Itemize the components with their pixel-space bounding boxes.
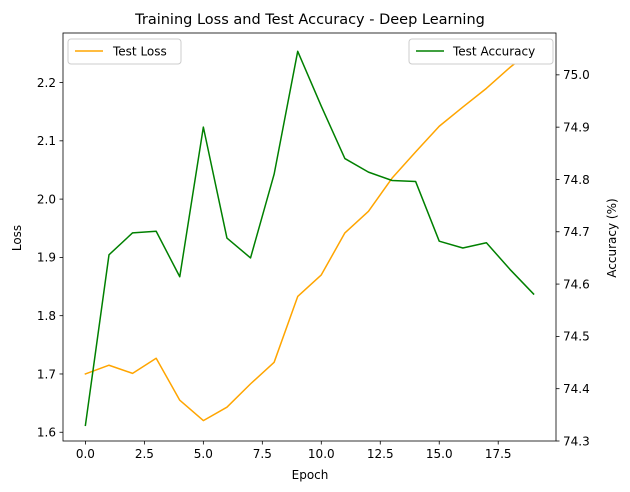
y-right-tick-label: 74.6 bbox=[563, 277, 590, 291]
plot-frame bbox=[62, 32, 557, 442]
x-tick-label: 0.0 bbox=[76, 447, 95, 461]
y-left-tick-label: 2.2 bbox=[37, 76, 56, 90]
y-left-tick-label: 1.8 bbox=[37, 309, 56, 323]
y-right-tick-label: 74.7 bbox=[563, 225, 590, 239]
x-tick-label: 12.5 bbox=[367, 447, 394, 461]
plot-area: 0.0 2.5 5.0 7.5 10.0 12.5 15.0 17.5 1.6 1.7 1.8 1.9… bbox=[37, 32, 590, 461]
series-line-test-loss bbox=[84, 47, 535, 422]
y-right-tick-label: 74.8 bbox=[563, 173, 590, 187]
y-right-tick-label: 74.3 bbox=[563, 434, 590, 448]
x-axis-title: Epoch bbox=[292, 468, 329, 482]
y-left-tick-label: 1.7 bbox=[37, 367, 56, 381]
series-line-test-accuracy bbox=[84, 50, 535, 427]
x-tick-label: 2.5 bbox=[135, 447, 154, 461]
y-right-tick-label: 75.0 bbox=[563, 68, 590, 82]
y-left-tick-label: 2.0 bbox=[37, 192, 56, 206]
legend-test-accuracy: Test Accuracy bbox=[408, 38, 554, 65]
y-right-tick-label: 74.5 bbox=[563, 330, 590, 344]
x-tick-label: 7.5 bbox=[253, 447, 272, 461]
legend-test-loss: Test Loss bbox=[67, 38, 182, 65]
y-axis-left-title: Loss bbox=[10, 225, 24, 251]
x-tick-label: 10.0 bbox=[308, 447, 335, 461]
y-axis-right-title: Accuracy (%) bbox=[605, 198, 619, 277]
y-left-tick-label: 2.1 bbox=[37, 134, 56, 148]
x-tick-label: 15.0 bbox=[426, 447, 453, 461]
chart-title: Training Loss and Test Accuracy - Deep L… bbox=[134, 12, 485, 28]
legend-test-accuracy-label: Test Accuracy bbox=[452, 45, 535, 59]
legend-left-box bbox=[67, 38, 182, 65]
y-left-tick-label: 1.6 bbox=[37, 426, 56, 440]
y-right-tick-label: 74.4 bbox=[563, 382, 590, 396]
x-tick-label: 17.5 bbox=[485, 447, 512, 461]
y-left-tick-label: 1.9 bbox=[37, 251, 56, 265]
legend-right-box bbox=[408, 38, 554, 65]
x-tick-label: 5.0 bbox=[194, 447, 213, 461]
y-right-tick-label: 74.9 bbox=[563, 120, 590, 134]
legend-test-loss-label: Test Loss bbox=[112, 45, 167, 59]
